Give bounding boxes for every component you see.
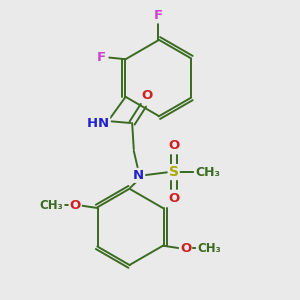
Text: F: F (154, 9, 163, 22)
Text: CH₃: CH₃ (197, 242, 220, 255)
Text: O: O (70, 199, 81, 212)
Text: CH₃: CH₃ (40, 199, 64, 212)
Text: O: O (168, 140, 179, 152)
Text: O: O (180, 242, 191, 255)
Text: O: O (141, 89, 152, 102)
Text: F: F (97, 51, 106, 64)
Text: H: H (86, 116, 98, 130)
Text: N: N (133, 169, 144, 182)
Text: CH₃: CH₃ (195, 166, 220, 178)
Text: N: N (98, 116, 109, 130)
Text: S: S (169, 165, 179, 179)
Text: O: O (168, 192, 179, 205)
